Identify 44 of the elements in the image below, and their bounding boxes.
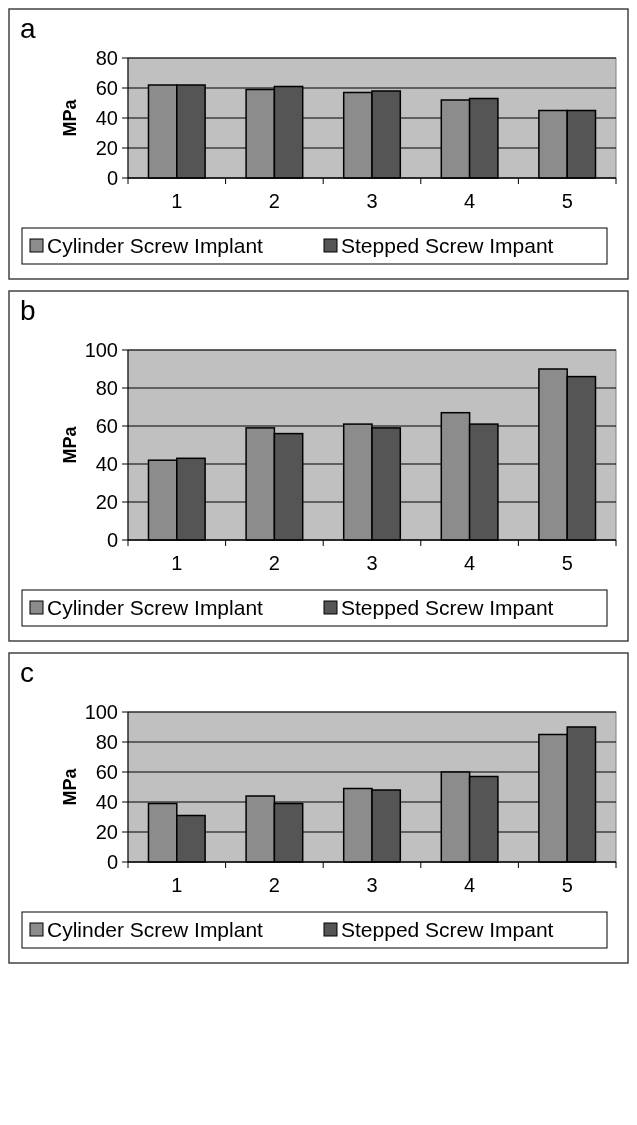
- x-tick-label: 4: [464, 552, 476, 574]
- y-axis-title: MPa: [60, 98, 80, 137]
- legend-label: Stepped Screw Impant: [341, 596, 554, 620]
- y-axis-title: MPa: [60, 425, 80, 464]
- y-tick-label: 60: [95, 77, 118, 99]
- y-tick-label: 60: [95, 415, 118, 437]
- y-tick-label: 40: [95, 107, 118, 129]
- x-tick-label: 5: [561, 190, 573, 212]
- chart-title: c: [20, 657, 34, 688]
- y-tick-label: 40: [95, 453, 118, 475]
- y-tick-label: 0: [106, 529, 118, 551]
- y-tick-label: 100: [84, 339, 118, 361]
- x-tick-label: 1: [171, 874, 183, 896]
- x-tick-label: 4: [464, 190, 476, 212]
- x-tick-label: 3: [366, 190, 378, 212]
- x-tick-label: 5: [561, 874, 573, 896]
- y-tick-label: 80: [95, 377, 118, 399]
- legend-label: Cylinder Screw Implant: [47, 596, 264, 620]
- y-tick-label: 0: [106, 851, 118, 873]
- y-tick-label: 40: [95, 791, 118, 813]
- y-tick-label: 0: [106, 167, 118, 189]
- chart-title: b: [20, 295, 36, 326]
- x-tick-label: 2: [268, 552, 280, 574]
- x-tick-label: 1: [171, 552, 183, 574]
- x-tick-label: 3: [366, 552, 378, 574]
- legend-label: Cylinder Screw Implant: [47, 918, 264, 942]
- y-tick-label: 20: [95, 821, 118, 843]
- y-tick-label: 20: [95, 137, 118, 159]
- x-tick-label: 4: [464, 874, 476, 896]
- legend-label: Cylinder Screw Implant: [47, 234, 264, 258]
- legend-label: Stepped Screw Impant: [341, 234, 554, 258]
- y-tick-label: 80: [95, 47, 118, 69]
- x-tick-label: 1: [171, 190, 183, 212]
- legend-label: Stepped Screw Impant: [341, 918, 554, 942]
- x-tick-label: 3: [366, 874, 378, 896]
- x-tick-label: 2: [268, 190, 280, 212]
- y-tick-label: 100: [84, 701, 118, 723]
- chart-title: a: [20, 13, 36, 44]
- x-tick-label: 2: [268, 874, 280, 896]
- y-axis-title: MPa: [60, 767, 80, 806]
- x-tick-label: 5: [561, 552, 573, 574]
- y-tick-label: 60: [95, 761, 118, 783]
- y-tick-label: 20: [95, 491, 118, 513]
- y-tick-label: 80: [95, 731, 118, 753]
